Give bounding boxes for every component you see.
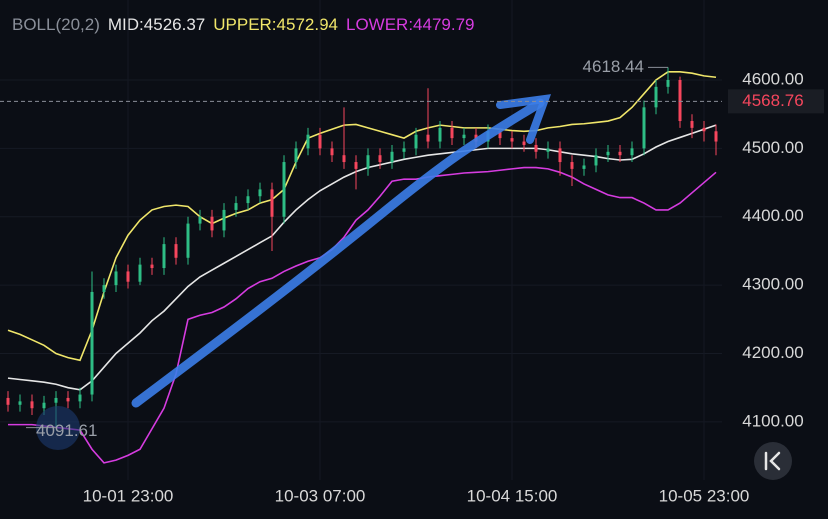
- candle-body: [654, 86, 658, 108]
- candle-body: [594, 155, 598, 166]
- candle-body: [174, 244, 178, 258]
- last-price-bg: [728, 89, 824, 114]
- candle-body: [630, 148, 634, 156]
- band-line: [7, 70, 717, 362]
- plot: [0, 0, 722, 480]
- candle-body: [522, 141, 526, 145]
- candle-body: [66, 397, 70, 402]
- candle-body: [306, 134, 310, 149]
- candle-body: [366, 155, 370, 169]
- candle-body: [618, 151, 622, 156]
- band-line: [7, 124, 717, 391]
- candle-body: [198, 216, 202, 224]
- candle-body: [354, 162, 358, 169]
- header-part: 4572.94: [277, 15, 338, 34]
- candle-body: [102, 285, 106, 292]
- y-tick-label: 4500.00: [742, 138, 803, 157]
- candle-body: [114, 271, 118, 286]
- candle-body: [30, 401, 34, 409]
- candle-body: [606, 151, 610, 156]
- candle-body: [270, 189, 274, 217]
- candle-body: [678, 80, 682, 122]
- candle-body: [342, 155, 346, 163]
- candle-body: [234, 203, 238, 210]
- candle-body: [534, 144, 538, 152]
- header-part: UPPER:: [213, 15, 276, 34]
- candle-body: [462, 134, 466, 139]
- candle-body: [702, 127, 706, 132]
- header-text: BOLL(20,2) MID:4526.37 UPPER:4572.94 LOWER:…: [12, 15, 475, 34]
- candle-body: [138, 264, 142, 282]
- y-tick-label: 4400.00: [742, 206, 803, 225]
- x-tick-label: 10-03 07:00: [275, 486, 366, 505]
- candle-body: [510, 138, 514, 142]
- candle-body: [318, 134, 322, 149]
- candle-body: [126, 271, 130, 282]
- last-price-label: 4568.76: [742, 91, 803, 110]
- candle-body: [438, 127, 442, 142]
- button-icon[interactable]: [764, 451, 781, 471]
- marker-icon: [36, 406, 80, 450]
- candle-body: [210, 216, 214, 231]
- candle-body: [162, 244, 166, 269]
- y-tick-label: 4100.00: [742, 411, 803, 430]
- candle-body: [54, 397, 58, 403]
- candle-body: [558, 148, 562, 163]
- min-label: 4091.61: [36, 421, 97, 440]
- indicator-header: BOLL(20,2) MID:4526.37 UPPER:4572.94 LOWER:…: [12, 15, 475, 34]
- candle-body: [714, 131, 718, 142]
- candle-body: [186, 223, 190, 258]
- max-label: 4618.44: [583, 57, 644, 76]
- arrow-shaft: [131, 98, 545, 408]
- candle-body: [546, 148, 550, 152]
- candle-body: [18, 401, 22, 405]
- candle-body: [42, 402, 46, 409]
- x-tick-label: 10-05 23:00: [659, 486, 750, 505]
- candle-body: [582, 165, 586, 169]
- candle-body: [378, 155, 382, 163]
- header-part: LOWER:: [346, 15, 413, 34]
- reset-button[interactable]: [754, 442, 792, 480]
- x-tick-label: 10-01 23:00: [83, 486, 174, 505]
- candle-body: [330, 148, 334, 156]
- candle-body: [666, 80, 670, 87]
- candle-body: [450, 127, 454, 139]
- candle-body: [246, 196, 250, 204]
- header-part: BOLL(20,2): [12, 15, 100, 34]
- candle-body: [150, 264, 154, 269]
- candle-body: [426, 134, 430, 142]
- arrow-head: [496, 94, 552, 144]
- drawn-arrow: [131, 94, 552, 408]
- candle-body: [282, 162, 286, 217]
- candle-body: [570, 162, 574, 169]
- header-part: 4526.37: [144, 15, 205, 34]
- button-bg[interactable]: [754, 442, 792, 480]
- candle-body: [222, 209, 226, 231]
- header-part: 4479.79: [413, 15, 474, 34]
- band-line: [8, 166, 717, 464]
- candle-body: [642, 107, 646, 149]
- y-tick-label: 4200.00: [742, 343, 803, 362]
- candle-body: [414, 134, 418, 149]
- y-tick-label: 4300.00: [742, 275, 803, 294]
- candle-body: [258, 189, 262, 197]
- candle-body: [90, 291, 94, 395]
- candle-body: [6, 397, 10, 405]
- candle-body: [390, 151, 394, 163]
- candle-body: [402, 148, 406, 152]
- candle-body: [498, 131, 502, 139]
- header-part: MID:: [108, 15, 144, 34]
- candle-body: [294, 148, 298, 163]
- y-tick-label: 4600.00: [742, 69, 803, 88]
- candle-body: [690, 121, 694, 128]
- x-tick-label: 10-04 15:00: [467, 486, 558, 505]
- candle-body: [78, 394, 82, 402]
